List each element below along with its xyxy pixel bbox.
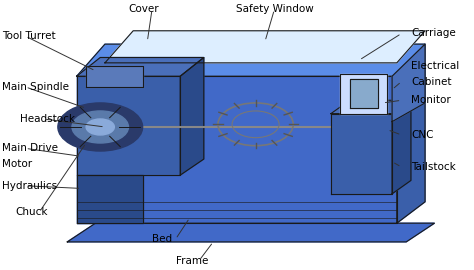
Text: Cabinet: Cabinet [411, 77, 451, 87]
Polygon shape [77, 76, 397, 223]
Polygon shape [86, 66, 143, 87]
Circle shape [58, 103, 143, 151]
Text: Bed: Bed [152, 234, 172, 244]
Text: Motor: Motor [2, 159, 32, 169]
Text: Safety Window: Safety Window [236, 4, 313, 14]
Text: Headstock: Headstock [20, 114, 75, 124]
Text: Tool Turret: Tool Turret [2, 31, 55, 41]
Polygon shape [392, 100, 411, 194]
Text: Chuck: Chuck [16, 207, 48, 218]
Text: Cover: Cover [128, 4, 159, 14]
Polygon shape [331, 100, 411, 114]
Text: Hydraulics: Hydraulics [2, 181, 57, 191]
Circle shape [86, 119, 114, 135]
Text: CNC: CNC [411, 130, 433, 140]
Text: Monitor: Monitor [411, 95, 451, 105]
Polygon shape [77, 58, 204, 76]
Polygon shape [340, 73, 387, 114]
Text: Tailstock: Tailstock [411, 162, 456, 172]
Text: Frame: Frame [175, 256, 208, 266]
Polygon shape [392, 44, 425, 122]
Polygon shape [397, 44, 425, 223]
Polygon shape [331, 114, 392, 194]
Polygon shape [77, 44, 425, 76]
Text: Electrical: Electrical [411, 60, 459, 70]
Polygon shape [350, 79, 378, 108]
Polygon shape [180, 58, 204, 175]
Polygon shape [77, 175, 143, 223]
Circle shape [72, 111, 128, 143]
Text: Main Drive: Main Drive [2, 143, 58, 153]
Polygon shape [77, 76, 180, 175]
Polygon shape [105, 31, 425, 63]
Text: Main Spindle: Main Spindle [2, 82, 69, 92]
Polygon shape [67, 223, 435, 242]
Text: Carriage: Carriage [411, 28, 456, 38]
